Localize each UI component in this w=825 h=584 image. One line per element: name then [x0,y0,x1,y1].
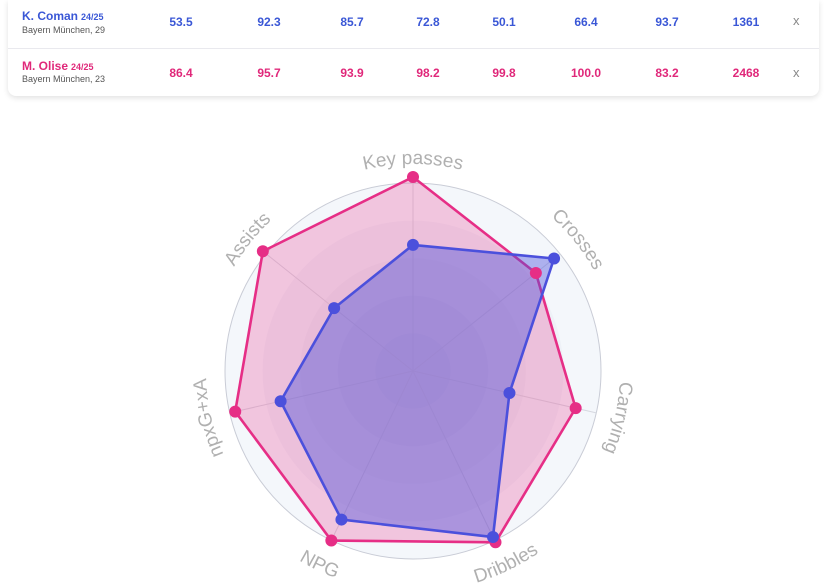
axis-label: Key passes [361,148,465,175]
axis-label: Carrying [599,381,636,457]
stat-value: 50.1 [492,15,516,29]
stat-value: 98.2 [416,66,440,80]
radar-spoke [265,253,414,372]
radar-spoke [229,370,414,414]
radar-series [229,171,582,549]
player-name-text: K. Coman [22,9,79,23]
axis-label: npxG+xA [190,377,228,460]
radar-background [224,182,602,560]
radar-series-coman [279,243,556,539]
stat-value: 72.8 [416,15,440,29]
axis-label: NPG [296,546,342,582]
stat-value: 92.3 [257,15,281,29]
stat-value: 2468 [732,66,760,80]
table-row: K. Coman 24/25 Bayern München, 29 53.5 92… [8,0,819,48]
stat-value: 85.7 [340,15,364,29]
comparison-table: K. Coman 24/25 Bayern München, 29 53.5 92… [8,0,819,96]
stat-value: 86.4 [169,66,193,80]
stat-value: 93.7 [655,15,679,29]
radar-point[interactable] [325,534,338,547]
stat-value: 99.8 [492,66,516,80]
radar-point[interactable] [229,405,242,418]
radar-point[interactable] [407,171,419,183]
radar-spoke [412,370,496,541]
player-name[interactable]: M. Olise 24/25 [22,59,94,73]
stat-value: 93.9 [340,66,364,80]
radar-point[interactable] [486,531,499,544]
stat-value: 95.7 [257,66,281,80]
table-row: M. Olise 24/25 Bayern München, 23 86.4 95… [8,48,819,97]
stat-value: 53.5 [169,15,193,29]
player-name[interactable]: K. Coman 24/25 [22,9,104,23]
stat-value: 83.2 [655,66,679,80]
radar-point[interactable] [548,252,561,265]
radar-point[interactable] [335,513,348,526]
radar-spoke [330,370,414,541]
stat-value: 1361 [732,15,760,29]
stat-value: 100.0 [570,66,602,80]
remove-player-button[interactable]: x [793,65,800,80]
radar-point[interactable] [503,387,516,400]
radar-point[interactable] [407,238,419,251]
player-club: Bayern München, 23 [22,74,106,84]
radar-point[interactable] [274,395,287,408]
stat-value: 66.4 [574,15,598,29]
remove-player-button[interactable]: x [793,13,800,28]
player-season: 24/25 [71,62,94,72]
player-name-text: M. Olise [22,59,69,73]
player-club: Bayern München, 29 [22,25,106,35]
player-season: 24/25 [81,12,104,22]
radar-point[interactable] [256,245,269,258]
radar-point[interactable] [328,302,341,315]
radar-point[interactable] [529,267,542,280]
radar-chart: Key passesCrossesCarryingDribblesNPGnpxG… [190,148,636,584]
radar-point[interactable] [569,402,582,415]
